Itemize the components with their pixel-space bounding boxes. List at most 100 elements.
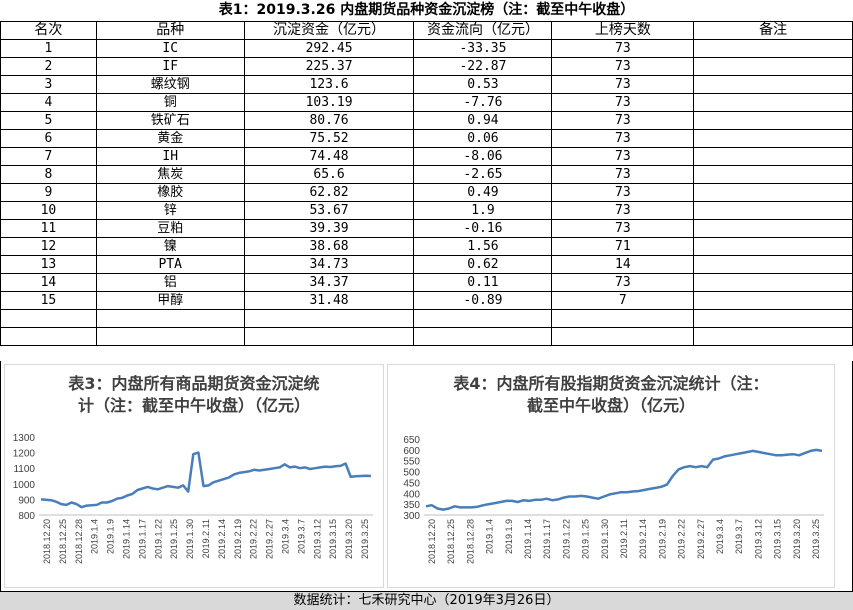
table-cell: 65.6 — [243, 165, 415, 184]
y-tick-label: 1000 — [13, 480, 36, 491]
table-row: 2 IF 225.37 -22.87 73 — [0, 57, 853, 76]
table-cell: 10 — [0, 201, 97, 220]
table-cell: 0.06 — [413, 129, 553, 148]
x-tick-label: 2019.1.25 — [169, 519, 179, 559]
table-cell: 15 — [0, 291, 97, 310]
column-header: 备注 — [693, 21, 853, 40]
table-cell: 39.39 — [243, 219, 415, 238]
x-tick-label: 2019.3.4 — [715, 519, 725, 554]
column-header: 名次 — [0, 21, 97, 40]
table-cell — [693, 75, 853, 94]
x-tick-label: 2019.1.4 — [90, 519, 100, 554]
table-cell: 6 — [0, 129, 97, 148]
table-row: 4 铜 103.19 -7.76 73 — [0, 93, 853, 112]
y-tick-label: 900 — [18, 495, 35, 506]
table-cell — [693, 183, 853, 202]
x-tick-label: 2019.1.17 — [542, 519, 552, 559]
table-cell: 橡胶 — [95, 183, 245, 202]
table-cell: 黄金 — [95, 129, 245, 148]
table-cell: 2 — [0, 57, 97, 76]
x-tick-label: 2018.12.25 — [58, 519, 68, 564]
table-cell: IF — [95, 57, 245, 76]
table-row: 5 铁矿石 80.76 0.94 73 — [0, 111, 853, 130]
x-tick-label: 2018.12.20 — [42, 519, 52, 564]
table-row: 6 黄金 75.52 0.06 73 — [0, 129, 853, 148]
table-cell — [693, 273, 853, 292]
table-row: 1 IC 292.45 -33.35 73 — [0, 39, 853, 58]
x-tick-label: 2018.12.28 — [74, 519, 84, 564]
table-row: 10 锌 53.67 1.9 73 — [0, 201, 853, 220]
table-cell: 73 — [551, 39, 695, 58]
x-tick-label: 2019.3.25 — [360, 519, 370, 559]
table-cell: 73 — [551, 183, 695, 202]
table-cell: 14 — [0, 273, 97, 292]
y-tick-label: 1300 — [13, 433, 36, 444]
series-line — [425, 448, 823, 511]
chart-index-title-line2: 截至中午收盘）（亿元） — [526, 396, 695, 415]
x-tick-label: 2019.1.30 — [600, 519, 610, 559]
table-cell: 12 — [0, 237, 97, 256]
table-cell — [693, 57, 853, 76]
table-row: 12 镍 38.68 1.56 71 — [0, 237, 853, 256]
table-cell: 豆粕 — [95, 219, 245, 238]
chart-commodity-svg: 800 900 1000 1100 1200 1300 2018.12.20 2018.12.… — [13, 433, 373, 564]
table-cell — [693, 201, 853, 220]
table-cell: IC — [95, 39, 245, 58]
column-header: 上榜天数 — [551, 21, 695, 40]
table-row: 3 螺纹钢 123.6 0.53 73 — [0, 75, 853, 94]
table-cell: 铜 — [95, 93, 245, 112]
table-cell: PTA — [95, 255, 245, 274]
table-cell — [693, 327, 853, 346]
table-cell: 1.56 — [413, 237, 553, 256]
table-cell: -8.06 — [413, 147, 553, 166]
table-cell — [243, 309, 415, 328]
table-cell: -0.16 — [413, 219, 553, 238]
footer-source: 数据统计：七禾研究中心（2019年3月26日） — [0, 591, 853, 610]
table-cell: 103.19 — [243, 93, 415, 112]
table-cell: 73 — [551, 129, 695, 148]
x-tick-label: 2019.2.19 — [657, 519, 667, 559]
table-cell: 11 — [0, 219, 97, 238]
x-tick-label: 2019.3.20 — [344, 519, 354, 559]
table-cell: 4 — [0, 93, 97, 112]
table-row — [0, 309, 853, 328]
table-cell: 73 — [551, 111, 695, 130]
table-cell: 73 — [551, 147, 695, 166]
y-tick-label: 450 — [403, 478, 420, 489]
x-tick-label: 2019.2.11 — [201, 519, 211, 558]
table-cell — [0, 327, 97, 346]
table-cell: 62.82 — [243, 183, 415, 202]
x-tick-label: 2019.2.22 — [677, 519, 687, 559]
table-cell: 锌 — [95, 201, 245, 220]
table-cell: 71 — [551, 237, 695, 256]
table-cell — [693, 291, 853, 310]
table-cell — [551, 309, 695, 328]
x-tick-label: 2018.12.25 — [446, 519, 456, 564]
table-cell: 镍 — [95, 237, 245, 256]
table-cell: 73 — [551, 57, 695, 76]
y-tick-label: 650 — [403, 435, 420, 446]
x-tick-label: 2019.2.14 — [638, 519, 648, 559]
table-cell: 铝 — [95, 273, 245, 292]
table-cell: 225.37 — [243, 57, 415, 76]
table-cell: -2.65 — [413, 165, 553, 184]
table-cell: -22.87 — [413, 57, 553, 76]
series-line — [40, 451, 372, 509]
chart-index-title-line1: 表4：内盘所有股指期货资金沉淀统计（注： — [453, 374, 769, 393]
table-cell: 73 — [551, 75, 695, 94]
table-cell: 38.68 — [243, 237, 415, 256]
table-cell: 73 — [551, 219, 695, 238]
table-cell: 73 — [551, 273, 695, 292]
x-tick-label: 2019.1.17 — [137, 519, 147, 559]
table-title: 表1：2019.3.26 内盘期货品种资金沉淀榜（注：截至中午收盘） — [218, 2, 635, 18]
table-cell: 74.48 — [243, 147, 415, 166]
table-cell: 73 — [551, 93, 695, 112]
table-cell: 34.37 — [243, 273, 415, 292]
x-tick-label: 2018.12.20 — [427, 519, 437, 564]
table-cell: 8 — [0, 165, 97, 184]
x-tick-label: 2019.1.22 — [153, 519, 163, 559]
table-cell: 铁矿石 — [95, 111, 245, 130]
table-row: 8 焦炭 65.6 -2.65 73 — [0, 165, 853, 184]
table-row: 15 甲醇 31.48 -0.89 7 — [0, 291, 853, 310]
y-tick-label: 500 — [403, 468, 420, 479]
